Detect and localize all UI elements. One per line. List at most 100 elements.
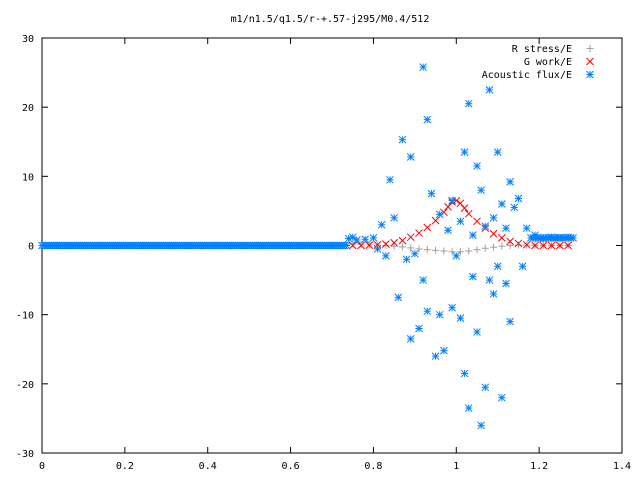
acoustic-flux-e-point xyxy=(460,148,469,156)
x-tick-label: 1 xyxy=(453,461,459,472)
acoustic-flux-e-point xyxy=(498,200,506,208)
acoustic-flux-e-point xyxy=(514,194,523,203)
g-work-e-point xyxy=(390,238,398,247)
g-work-e-point xyxy=(473,217,481,226)
g-work-e-point xyxy=(357,241,365,250)
acoustic-flux-e-point xyxy=(394,293,403,302)
acoustic-flux-e-point xyxy=(493,262,502,271)
legend-marker xyxy=(586,57,594,66)
acoustic-flux-e-point xyxy=(402,255,411,264)
acoustic-flux-e-point xyxy=(419,63,427,71)
acoustic-flux-e-point xyxy=(477,421,485,430)
acoustic-flux-e-point xyxy=(502,224,510,233)
acoustic-flux-e-point xyxy=(456,217,465,226)
series-2 xyxy=(344,63,572,430)
acoustic-flux-e-point xyxy=(406,335,415,343)
acoustic-flux-e-point xyxy=(464,404,473,412)
acoustic-flux-e-point xyxy=(489,290,498,298)
acoustic-flux-e-point xyxy=(469,231,477,239)
y-tick-label: 20 xyxy=(22,103,34,114)
x-axis: 0 0.2 0.4 0.6 0.8 1 1.2 1.4 xyxy=(39,38,631,472)
y-tick-label: 30 xyxy=(22,34,34,45)
acoustic-flux-e-point xyxy=(556,234,564,242)
legend-label: G work/E xyxy=(524,57,572,68)
acoustic-flux-e-point xyxy=(460,369,469,378)
g-work-e-point xyxy=(556,241,564,250)
r-stress-e-point xyxy=(432,246,440,254)
legend-label: R stress/E xyxy=(512,44,572,55)
r-stress-e-point xyxy=(357,240,365,248)
g-work-e-point xyxy=(506,237,514,246)
chart-title: m1/n1.5/q1.5/r-+.57-j295/M0.4/512 xyxy=(231,14,430,25)
g-work-e-point xyxy=(460,204,469,213)
legend-marker xyxy=(586,45,594,52)
y-tick-label: 0 xyxy=(28,242,34,253)
acoustic-flux-e-point xyxy=(373,245,382,253)
x-tick-label: 0.2 xyxy=(116,461,134,472)
r-stress-e-point xyxy=(506,242,514,249)
g-work-e-point xyxy=(348,241,357,250)
g-work-e-point xyxy=(423,223,432,232)
r-stress-e-point xyxy=(481,244,489,252)
y-tick-label: 10 xyxy=(22,172,34,183)
g-work-e-point xyxy=(531,241,539,250)
r-stress-e-point xyxy=(473,246,481,254)
legend: R stress/E G work/E Acoustic flux/E xyxy=(482,44,594,81)
legend-label: Acoustic flux/E xyxy=(482,70,572,81)
acoustic-flux-e-point xyxy=(498,393,506,402)
g-work-e-point xyxy=(547,241,556,250)
acoustic-flux-e-point xyxy=(406,153,415,161)
x-tick-label: 1.4 xyxy=(613,461,631,472)
acoustic-flux-e-point xyxy=(473,328,481,336)
acoustic-flux-point xyxy=(342,241,351,250)
r-stress-e-point xyxy=(390,242,398,250)
acoustic-flux-e-point xyxy=(518,262,527,271)
acoustic-flux-e-point xyxy=(481,383,490,392)
acoustic-flux-e-point xyxy=(531,231,539,239)
acoustic-flux-e-point xyxy=(427,189,436,198)
r-stress-e-point xyxy=(415,245,423,253)
acoustic-flux-e-point xyxy=(448,196,456,205)
acoustic-flux-e-point xyxy=(411,249,419,258)
acoustic-flux-e-point xyxy=(481,222,490,230)
acoustic-flux-e-point xyxy=(377,220,386,229)
g-work-e-point xyxy=(522,240,531,249)
acoustic-flux-e-point xyxy=(398,135,407,144)
r-stress-e-point xyxy=(398,243,406,251)
g-work-e-point xyxy=(514,239,523,248)
series-layer xyxy=(38,63,577,430)
g-work-e-point xyxy=(539,241,548,250)
r-stress-e-point xyxy=(456,248,464,256)
acoustic-flux-e-point xyxy=(353,236,361,244)
r-stress-e-point xyxy=(448,248,456,256)
x-tick-label: 0.8 xyxy=(364,461,382,472)
acoustic-flux-e-point xyxy=(361,235,369,244)
acoustic-flux-e-point xyxy=(522,224,531,233)
g-work-e-point xyxy=(498,234,506,242)
acoustic-flux-e-point xyxy=(485,86,494,94)
x-tick-label: 0.4 xyxy=(199,461,217,472)
r-stress-e-point xyxy=(490,243,498,251)
y-tick-label: -20 xyxy=(16,380,34,391)
r-stress-e-point xyxy=(349,240,357,248)
acoustic-flux-e-point xyxy=(464,99,473,108)
acoustic-flux-e-point xyxy=(539,234,548,243)
acoustic-flux-e-point xyxy=(386,175,394,184)
r-stress-e-point xyxy=(514,241,522,249)
g-work-e-point xyxy=(382,240,390,248)
acoustic-flux-e-point xyxy=(489,213,498,222)
r-stress-e-point xyxy=(423,246,431,254)
acoustic-flux-e-point xyxy=(502,279,510,288)
acoustic-flux-e-point xyxy=(423,307,432,316)
acoustic-flux-e-point xyxy=(382,252,390,260)
legend-marker xyxy=(586,70,594,79)
y-tick-label: -10 xyxy=(16,311,34,322)
g-work-e-point xyxy=(489,229,498,238)
g-work-e-point xyxy=(564,241,572,250)
acoustic-flux-e-point xyxy=(390,213,398,222)
acoustic-flux-e-point xyxy=(506,178,514,186)
g-work-e-point xyxy=(398,236,407,245)
acoustic-flux-e-point xyxy=(477,186,485,195)
r-stress-e-point xyxy=(498,242,506,250)
